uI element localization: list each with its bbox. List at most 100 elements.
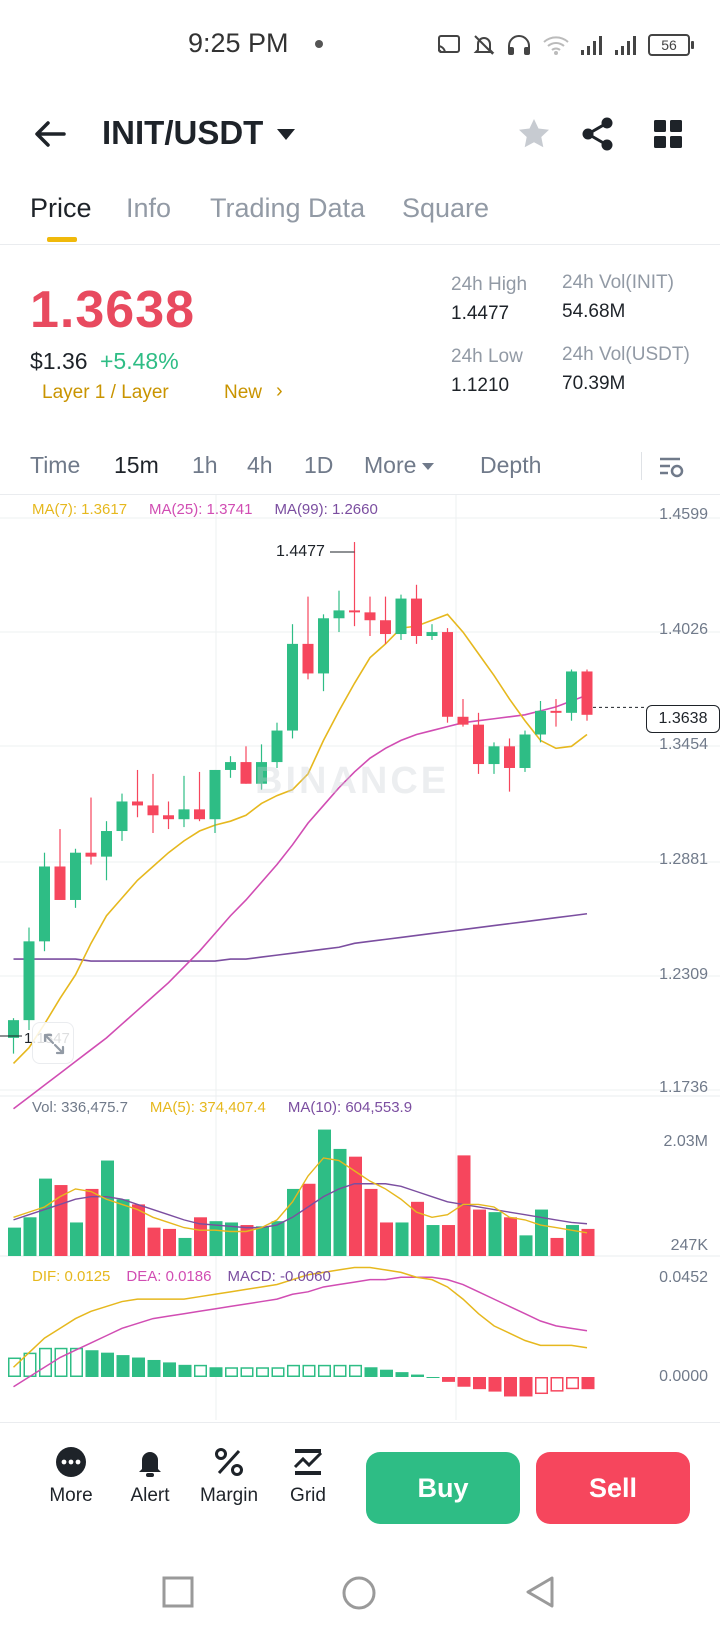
macd-histogram-bar [70, 1347, 83, 1377]
caret-down-icon [277, 128, 296, 140]
alert-button[interactable]: Alert [115, 1445, 185, 1507]
tab-trading-data[interactable]: Trading Data [210, 193, 366, 223]
price-axis-label: 1.4026 [659, 621, 708, 638]
macd-legend: DIF: 0.0125 DEA: 0.0186 MACD: -0.0060 [32, 1268, 331, 1285]
margin-button[interactable]: Margin [194, 1445, 264, 1507]
candle-up [318, 618, 329, 674]
percent-icon [215, 1448, 243, 1476]
signal-icon-1 [581, 36, 602, 55]
recent-apps-icon[interactable] [160, 1574, 196, 1610]
sell-button[interactable]: Sell [536, 1452, 690, 1524]
candle-down [364, 612, 376, 621]
chevron-right-icon[interactable]: › [276, 380, 283, 402]
candle-up [519, 734, 531, 768]
macd-histogram-bar [256, 1367, 269, 1378]
volume-bar [287, 1188, 300, 1256]
pair-selector[interactable]: INIT/USDT [102, 114, 296, 152]
macd-histogram-bar [271, 1367, 285, 1378]
macd-histogram-bar [318, 1364, 331, 1377]
macd-axis-label: 0.0000 [659, 1368, 708, 1385]
back-arrow-icon[interactable] [30, 114, 70, 154]
vol-ma5-legend: MA(5): 374,407.4 [149, 1099, 266, 1116]
grid-icon[interactable] [648, 114, 688, 154]
macd-histogram-bar [132, 1357, 145, 1377]
interval-4h[interactable]: 4h [247, 452, 273, 478]
expand-chart-button[interactable] [32, 1022, 74, 1064]
volume-bar [364, 1188, 378, 1256]
macd-histogram-bar [581, 1377, 595, 1390]
macd-histogram-bar [85, 1350, 99, 1377]
candle-up [426, 632, 438, 637]
macd-histogram-bar [287, 1364, 300, 1377]
volume-bar [194, 1217, 207, 1256]
volume-bar [178, 1237, 192, 1256]
kline-chart[interactable] [0, 495, 720, 1420]
candle-down [54, 866, 66, 900]
candle-down [132, 801, 143, 806]
tab-info[interactable]: Info [126, 193, 172, 223]
interval-15m[interactable]: 15m [114, 452, 159, 478]
more-button[interactable]: More [36, 1445, 106, 1507]
candle-up [271, 730, 283, 763]
candle-down [380, 620, 391, 635]
volume-bar [132, 1204, 145, 1256]
divider [641, 452, 642, 480]
interval-more[interactable]: More [364, 452, 435, 479]
candle-up [116, 801, 128, 832]
candle-down [147, 805, 159, 816]
interval-1d[interactable]: 1D [304, 452, 334, 478]
candle-up [70, 852, 81, 900]
chart-settings-icon[interactable] [656, 452, 686, 482]
macd-histogram-bar [519, 1377, 533, 1397]
interval-time[interactable]: Time [30, 452, 81, 478]
volume-bar [457, 1155, 471, 1256]
category-tag[interactable]: Layer 1 / Layer [42, 382, 169, 403]
price-axis-label: 1.3454 [659, 736, 708, 753]
macd-histogram-bar [240, 1367, 254, 1378]
macd-histogram-bar [395, 1372, 409, 1377]
macd-histogram-bar [473, 1377, 486, 1390]
status-bar: 9:25 PM 56 [0, 0, 720, 90]
tab-square[interactable]: Square [402, 193, 490, 223]
tab-price[interactable]: Price [30, 193, 92, 223]
signal-icon-2 [615, 36, 636, 55]
ma-legend: MA(7): 1.3617 MA(25): 1.3741 MA(99): 1.2… [32, 501, 378, 518]
back-nav-icon[interactable] [522, 1574, 558, 1610]
candle-up [8, 1020, 19, 1038]
volume-bar [411, 1201, 424, 1256]
system-nav-bar [0, 1560, 720, 1640]
share-icon[interactable] [578, 114, 618, 154]
margin-label: Margin [199, 1485, 259, 1506]
volume-bar [581, 1228, 595, 1256]
macd-histogram-bar [488, 1377, 502, 1392]
interval-more-label: More [364, 452, 417, 478]
volume-bar [85, 1188, 99, 1256]
new-tag[interactable]: New [224, 382, 263, 403]
star-icon[interactable] [514, 114, 554, 154]
vol-quote-value: 70.39M [562, 373, 626, 394]
bell-off-icon [473, 35, 495, 55]
grid-trading-button[interactable]: Grid [273, 1445, 343, 1507]
depth-tab[interactable]: Depth [480, 452, 542, 478]
bottom-toolbar: More Alert Margin Grid Buy Sell [0, 1422, 720, 1532]
macd-histogram-bar [333, 1364, 347, 1377]
candle-down [163, 815, 174, 820]
watermark: BINANCE [255, 760, 450, 802]
price-change: +5.48% [100, 348, 179, 374]
price-axis-label: 1.1736 [659, 1079, 708, 1096]
dif-line [12, 1266, 588, 1368]
home-icon[interactable] [340, 1574, 378, 1612]
more-label: More [49, 1485, 93, 1506]
candle-down [504, 746, 515, 768]
macd-axis-label: 0.0452 [659, 1269, 708, 1286]
ma25-line [13, 694, 588, 1110]
status-time: 9:25 PM [188, 28, 289, 58]
candle-down [411, 598, 422, 637]
buy-button[interactable]: Buy [366, 1452, 520, 1524]
volume-bar [101, 1160, 114, 1256]
volume-bar [333, 1148, 347, 1256]
candle-down [85, 852, 97, 857]
macd-histogram-bar [380, 1369, 393, 1377]
vol-quote-label: 24h Vol(USDT) [562, 344, 690, 365]
interval-1h[interactable]: 1h [192, 452, 218, 478]
